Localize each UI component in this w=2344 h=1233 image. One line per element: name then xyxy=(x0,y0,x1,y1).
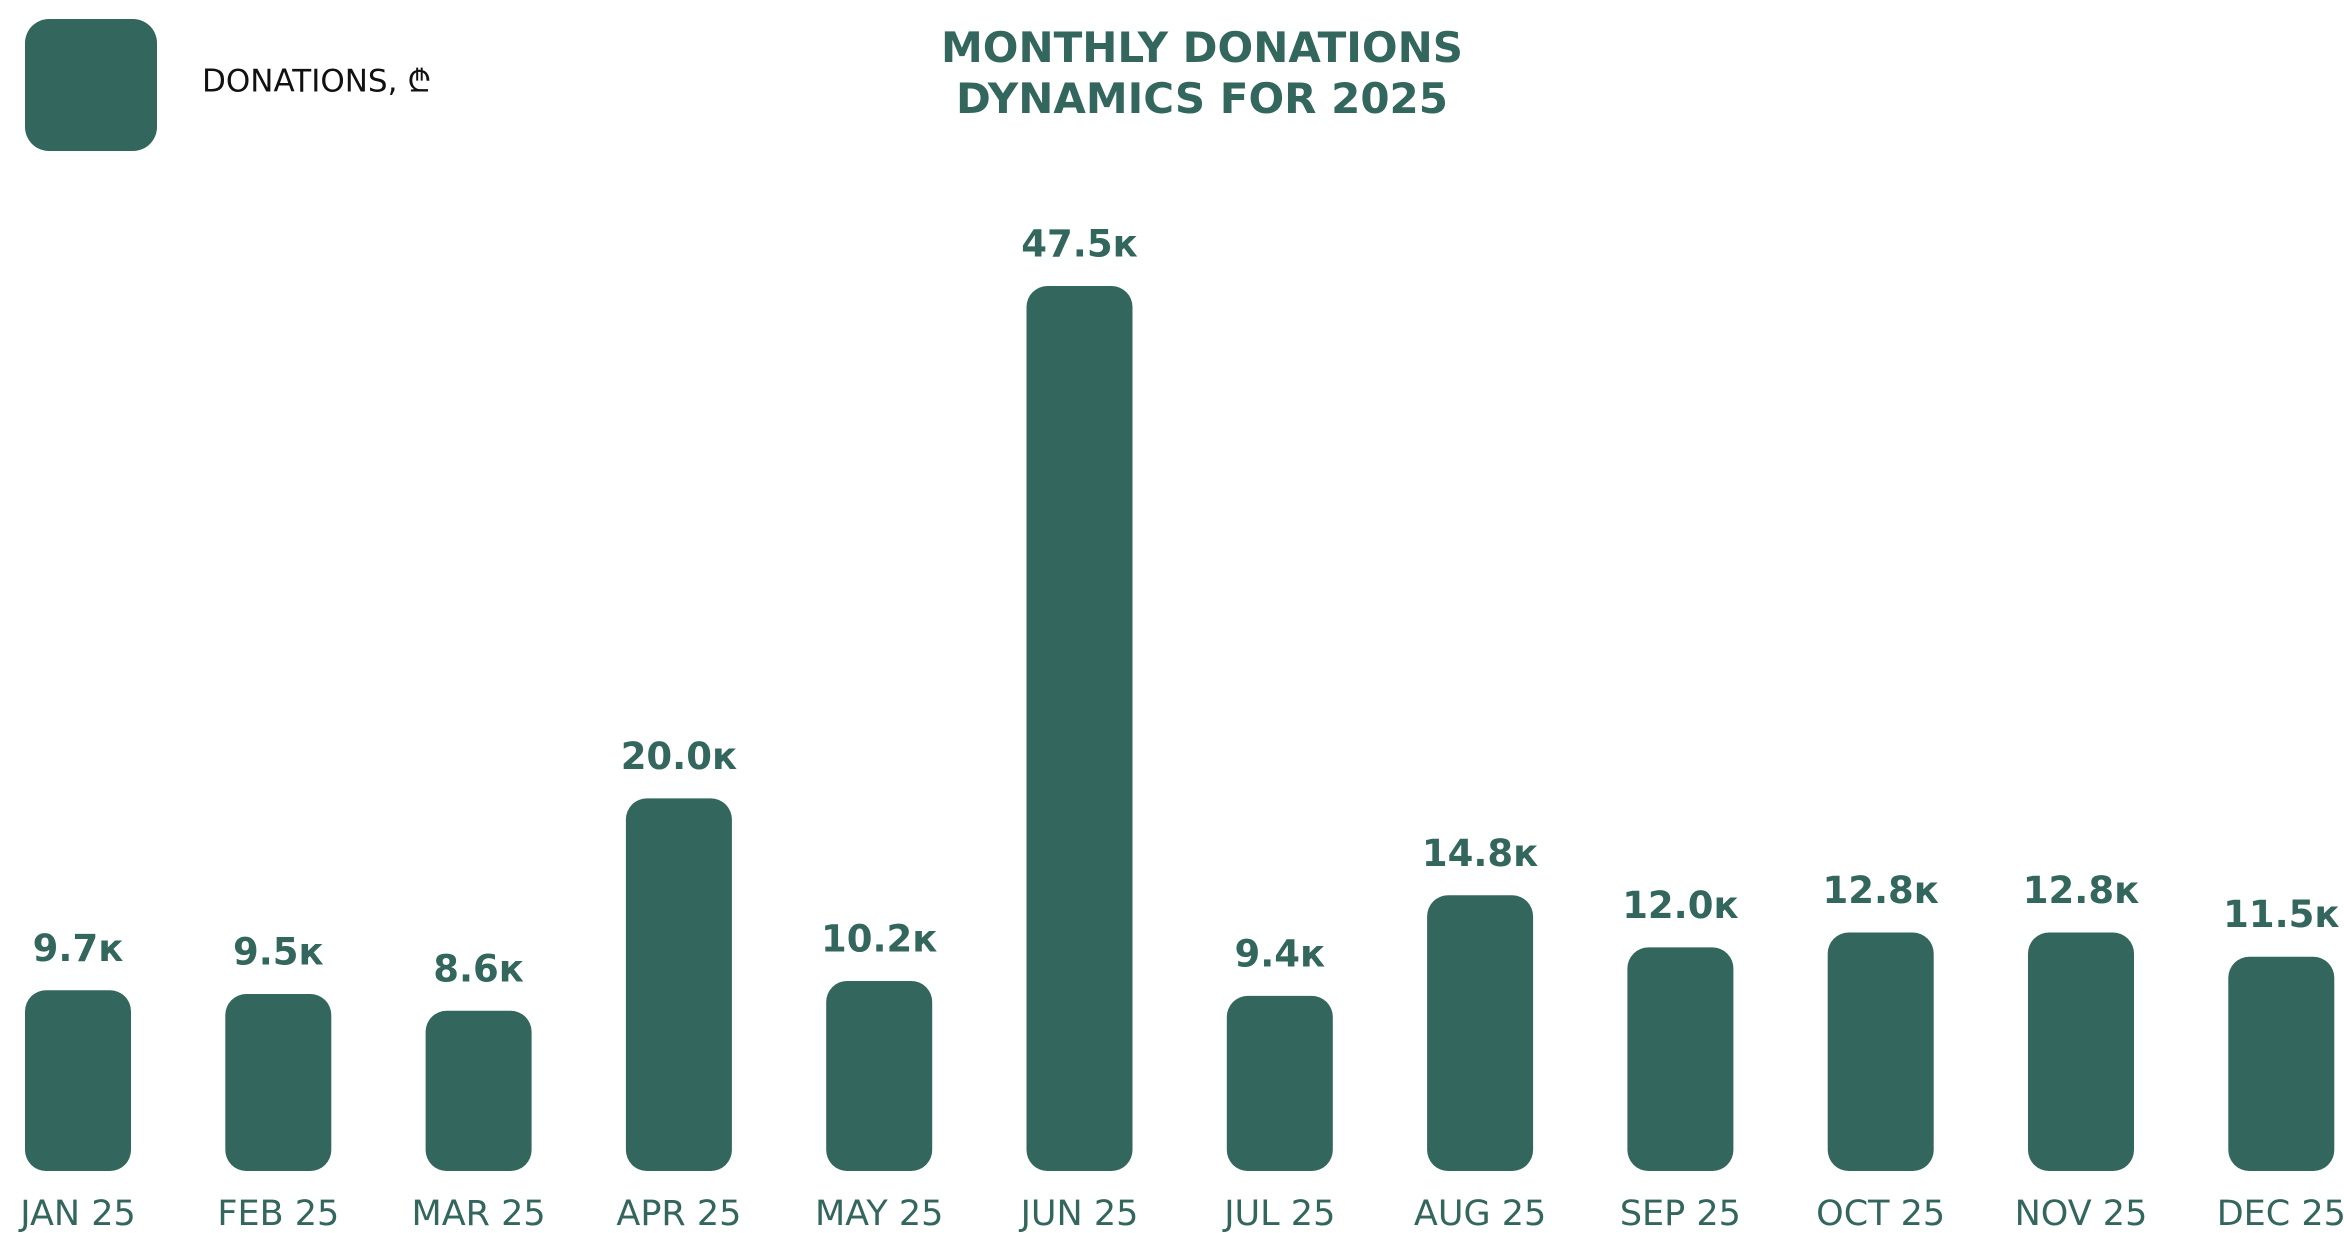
x-tick-label: DEC 25 xyxy=(2217,1194,2344,1233)
bar xyxy=(625,798,732,1171)
legend-label: DONATIONS, ₾ xyxy=(202,64,431,100)
value-label: 12.8к xyxy=(1822,869,1938,912)
x-tick-label: OCT 25 xyxy=(1816,1194,1945,1233)
x-tick-label: APR 25 xyxy=(616,1194,741,1233)
bar xyxy=(25,990,131,1171)
value-label: 9.5к xyxy=(233,931,324,974)
value-label: 12.8к xyxy=(2023,869,2139,912)
x-tick-label: JUL 25 xyxy=(1222,1194,1335,1233)
value-label: 10.2к xyxy=(821,917,937,960)
bar xyxy=(225,994,332,1171)
bar xyxy=(2228,956,2335,1171)
chart-title: MONTHLY DONATIONS DYNAMICS FOR 2025 xyxy=(941,23,1463,123)
x-tick-label: JAN 25 xyxy=(18,1194,136,1233)
x-tick-label: SEP 25 xyxy=(1620,1194,1741,1233)
value-label: 8.6к xyxy=(433,947,524,990)
value-label: 20.0к xyxy=(621,735,737,778)
bar xyxy=(1427,895,1534,1171)
bar xyxy=(1627,947,1734,1171)
x-tick-label: FEB 25 xyxy=(217,1194,339,1233)
value-label: 12.0к xyxy=(1622,884,1738,927)
x-tick-label: NOV 25 xyxy=(2015,1194,2148,1233)
x-tick-label: JUN 25 xyxy=(1019,1194,1139,1233)
value-label: 11.5к xyxy=(2223,893,2339,936)
x-tick-label: MAR 25 xyxy=(412,1194,546,1233)
bar xyxy=(826,980,933,1171)
x-tick-label: AUG 25 xyxy=(1414,1194,1546,1233)
value-label: 9.7к xyxy=(33,927,124,970)
bar xyxy=(1226,995,1333,1171)
bar xyxy=(1026,286,1133,1171)
value-label: 14.8к xyxy=(1422,832,1538,875)
bar xyxy=(1827,932,1934,1171)
legend-swatch xyxy=(25,19,157,151)
value-label: 9.4к xyxy=(1234,932,1325,975)
bar xyxy=(425,1010,532,1171)
value-label: 47.5к xyxy=(1021,223,1137,266)
bar xyxy=(2028,932,2134,1171)
x-tick-label: MAY 25 xyxy=(815,1194,943,1233)
